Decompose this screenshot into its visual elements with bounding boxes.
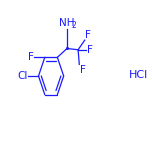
Text: F: F <box>87 45 93 55</box>
Text: Cl: Cl <box>17 71 28 81</box>
Text: F: F <box>80 65 86 75</box>
Text: NH: NH <box>59 18 75 28</box>
Text: 2: 2 <box>72 21 76 30</box>
Text: F: F <box>85 30 91 40</box>
Text: F: F <box>28 52 34 62</box>
Text: HCl: HCl <box>129 70 148 80</box>
